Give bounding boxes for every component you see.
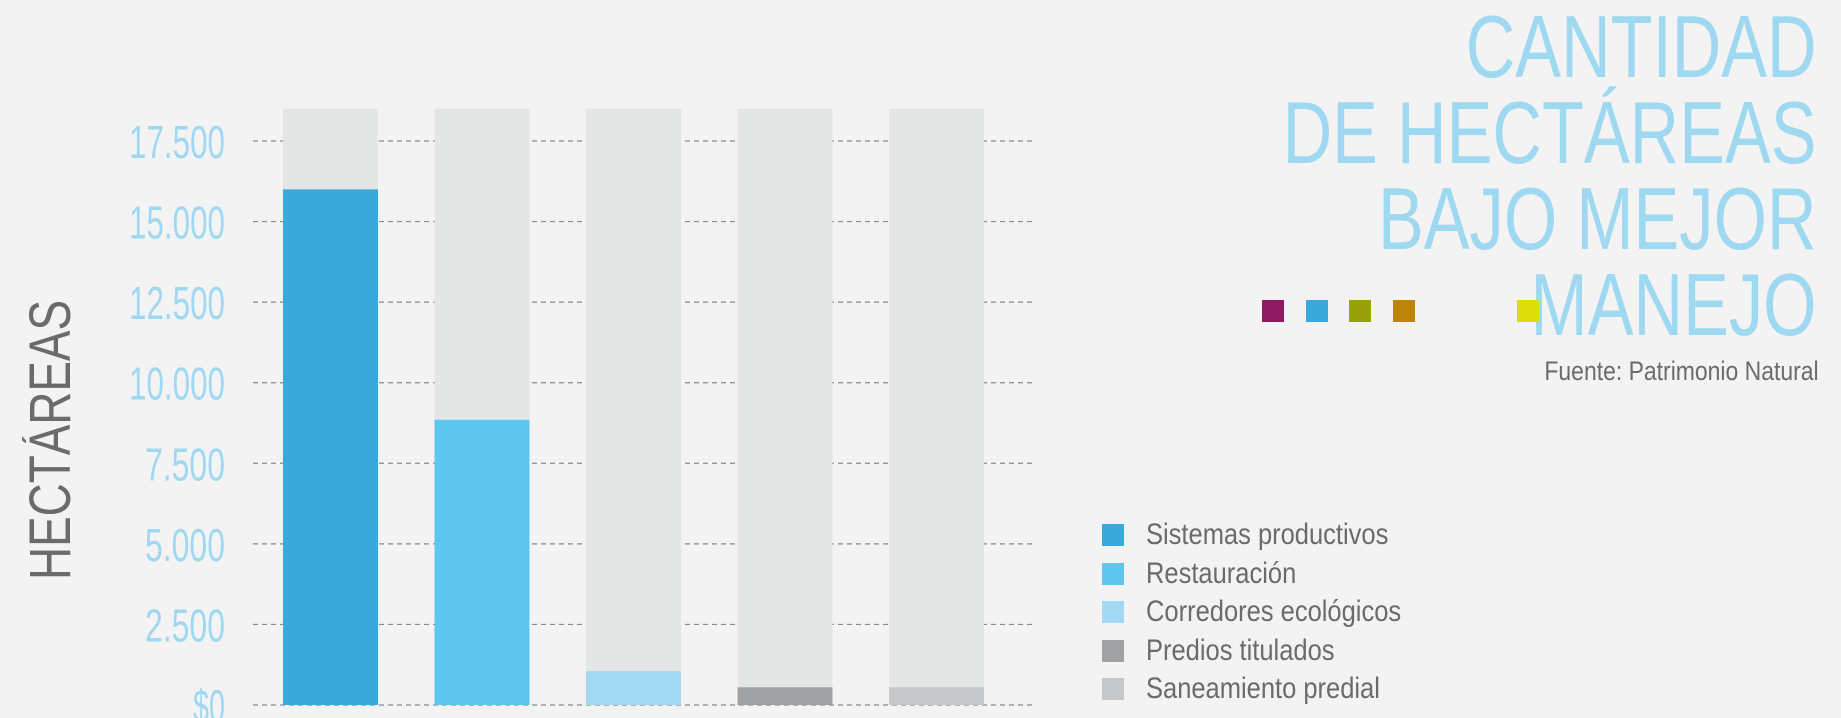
bar: [586, 671, 681, 705]
y-tick-label: 2.500: [145, 599, 225, 651]
decorative-dot: [1517, 300, 1539, 322]
source-note: Fuente: Patrimonio Natural: [1544, 356, 1819, 386]
bars: [283, 108, 984, 706]
legend-label: Restauración: [1146, 556, 1297, 590]
bar-track: [586, 108, 681, 706]
bar: [434, 419, 530, 705]
chart-title: CANTIDAD DE HECTÁREAS BAJO MEJOR MANEJO: [1132, 0, 1817, 354]
bar-track: [889, 108, 984, 706]
bar: [737, 687, 833, 705]
svg-text:HECTÁREAS: HECTÁREAS: [22, 300, 82, 580]
legend-label: Saneamiento predial: [1146, 672, 1380, 706]
decorative-dot: [1393, 300, 1415, 322]
legend-swatch: [1102, 601, 1124, 624]
legend-item: Predios titulados: [1102, 632, 1446, 671]
title-line-3: BAJO MEJOR: [1378, 169, 1817, 268]
decorative-dot: [1349, 300, 1371, 322]
bar: [283, 189, 378, 706]
y-tick-label: 5.000: [145, 519, 225, 571]
y-tick-label: 17.500: [129, 116, 225, 168]
y-tick-label: 10.000: [129, 358, 225, 410]
legend-label: Sistemas productivos: [1146, 518, 1389, 552]
y-tick-label: 15.000: [129, 197, 225, 249]
title-line-4: MANEJO: [1530, 255, 1817, 354]
legend-item: Restauración: [1102, 555, 1446, 594]
title-line-1: CANTIDAD: [1466, 0, 1817, 96]
legend: Sistemas productivos Restauración Corredor…: [1102, 516, 1446, 709]
legend-label: Predios titulados: [1146, 633, 1335, 667]
legend-swatch: [1102, 524, 1124, 547]
legend-swatch: [1102, 678, 1124, 701]
legend-item: Sistemas productivos: [1102, 516, 1446, 555]
y-tick-label: $0: [193, 680, 225, 718]
bar-track: [737, 108, 833, 706]
legend-swatch: [1102, 562, 1124, 585]
y-axis-ticks: $0 2.500 5.000 7.500 10.000 12.500 15.000 17.50…: [129, 116, 225, 718]
bar: [889, 687, 984, 705]
decorative-dot: [1262, 300, 1284, 322]
decorative-dot: [1306, 300, 1328, 322]
legend-item: Corredores ecológicos: [1102, 593, 1446, 632]
decorative-dots: [1262, 300, 1562, 322]
legend-swatch: [1102, 639, 1124, 662]
y-tick-label: 7.500: [145, 438, 225, 490]
legend-label: Corredores ecológicos: [1146, 595, 1402, 629]
legend-item: Saneamiento predial: [1102, 670, 1446, 709]
title-line-2: DE HECTÁREAS: [1283, 83, 1817, 182]
y-axis-label: HECTÁREAS: [22, 300, 82, 580]
y-tick-label: 12.500: [129, 277, 225, 329]
